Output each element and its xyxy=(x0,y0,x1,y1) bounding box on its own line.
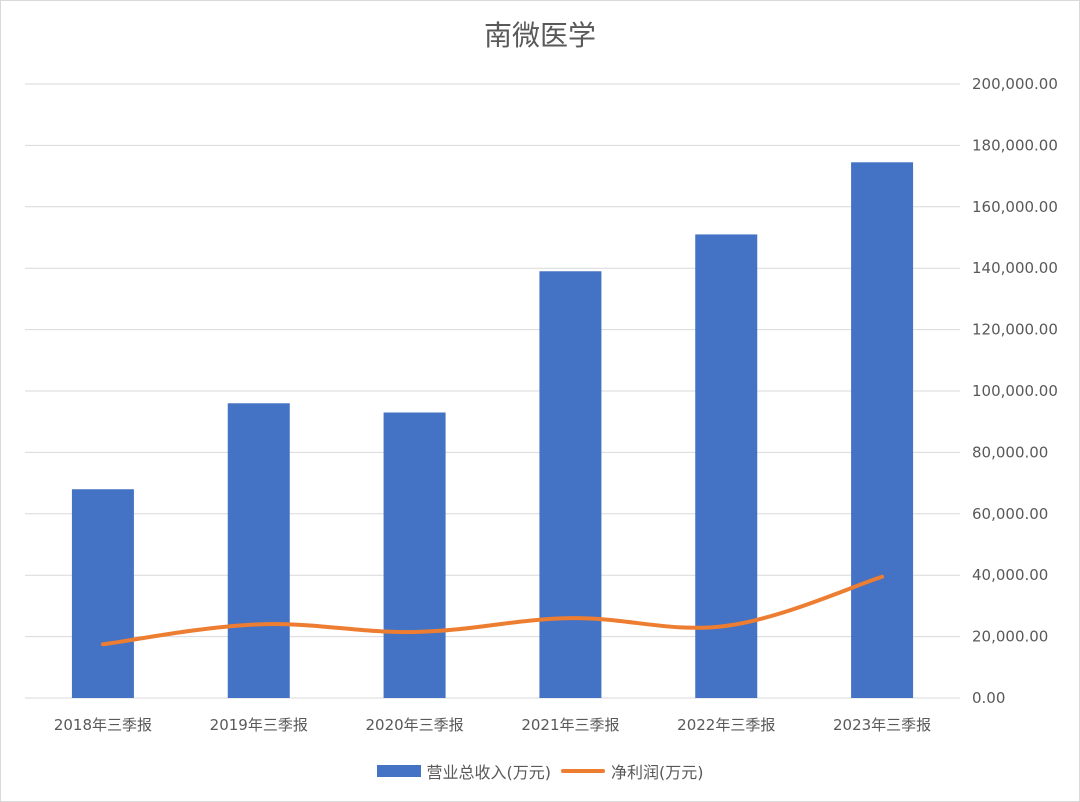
bar xyxy=(539,271,602,698)
legend-item-profit: 净利润(万元) xyxy=(561,759,704,783)
y-tick-label: 120,000.00 xyxy=(972,321,1058,339)
y-tick-label: 40,000.00 xyxy=(972,566,1048,584)
y-tick-label: 60,000.00 xyxy=(972,505,1048,523)
y-tick-label: 20,000.00 xyxy=(972,628,1048,646)
bar xyxy=(851,162,914,698)
x-tick-label: 2019年三季报 xyxy=(210,716,308,734)
bar xyxy=(383,412,446,698)
profit-line xyxy=(100,574,885,647)
bar xyxy=(227,403,290,698)
x-tick-label: 2023年三季报 xyxy=(833,716,931,734)
x-tick-label: 2018年三季报 xyxy=(54,716,152,734)
y-tick-label: 80,000.00 xyxy=(972,443,1048,461)
legend-label-revenue: 营业总收入(万元) xyxy=(426,763,552,782)
y-tick-label: 200,000.00 xyxy=(972,75,1058,93)
x-tick-label: 2021年三季报 xyxy=(521,716,619,734)
bar-series xyxy=(71,162,914,698)
legend: 营业总收入(万元) 净利润(万元) xyxy=(0,759,1080,783)
line-series xyxy=(100,574,885,647)
y-tick-label: 160,000.00 xyxy=(972,198,1058,216)
y-tick-label: 0.00 xyxy=(972,689,1005,707)
legend-swatch-bar xyxy=(376,765,421,777)
y-tick-label: 100,000.00 xyxy=(972,382,1058,400)
legend-label-profit: 净利润(万元) xyxy=(611,763,704,782)
legend-swatch-line xyxy=(561,769,605,773)
legend-item-revenue: 营业总收入(万元) xyxy=(376,759,552,783)
y-tick-label: 180,000.00 xyxy=(972,136,1058,154)
chart-title: 南微医学 xyxy=(483,19,596,52)
gridlines xyxy=(25,83,960,699)
bar xyxy=(71,489,134,698)
x-axis-ticks: 2018年三季报 2019年三季报 2020年三季报 2021年三季报 2022年三季报… xyxy=(54,716,931,734)
y-axis-ticks: 0.00 20,000.00 40,000.00 60,000.00 80,000.00… xyxy=(972,75,1058,707)
x-tick-label: 2022年三季报 xyxy=(677,716,775,734)
x-tick-label: 2020年三季报 xyxy=(365,716,463,734)
y-tick-label: 140,000.00 xyxy=(972,259,1058,277)
